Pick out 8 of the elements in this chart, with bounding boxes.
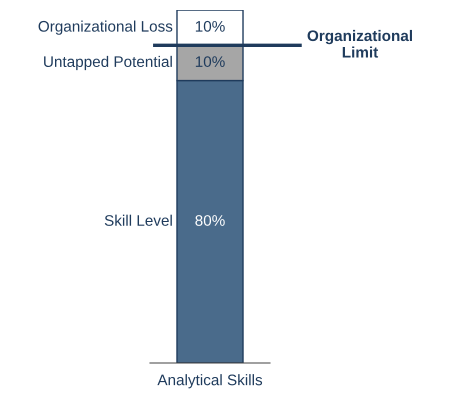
- data-label: 10%: [196, 56, 225, 68]
- x-tick-label: Analytical Skills: [157, 374, 262, 388]
- series-label: Skill Level: [104, 214, 172, 226]
- series-label: Organizational Loss: [38, 20, 172, 35]
- data-label: 80%: [195, 215, 225, 226]
- data-label: 10%: [196, 20, 225, 32]
- series-label: Untapped Potential: [44, 56, 172, 70]
- ref-line-label: Organizational Limit: [308, 30, 412, 58]
